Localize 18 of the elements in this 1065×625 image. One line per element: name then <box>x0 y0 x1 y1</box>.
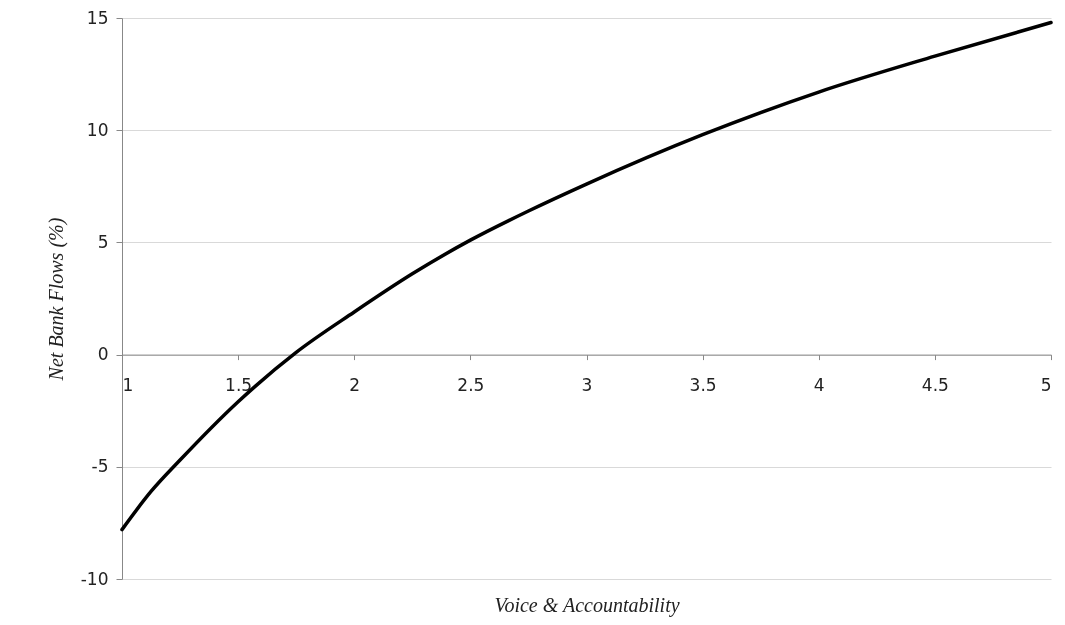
line-series <box>120 20 1053 532</box>
x-tick-label: 1 <box>122 375 134 396</box>
x-tick-label: 5 <box>1040 375 1052 396</box>
x-tick-label: 2.5 <box>457 375 485 396</box>
x-axis-title: Voice & Accountability <box>494 593 680 617</box>
y-tick-label: 5 <box>97 231 109 252</box>
y-tick-label: 15 <box>86 7 109 28</box>
y-tick-label: 10 <box>86 119 109 140</box>
x-tick-label: 4 <box>813 375 825 396</box>
y-axis-title: Net Bank Flows (%) <box>44 217 68 382</box>
x-tick-label: 4.5 <box>921 375 949 396</box>
y-tick-label: -10 <box>80 568 109 589</box>
x-tick-label: 1.5 <box>225 375 253 396</box>
y-tick-label: -5 <box>91 456 109 477</box>
x-tick-label: 2 <box>349 375 361 396</box>
x-tick-label: 3.5 <box>689 375 717 396</box>
x-tick-label: 3 <box>581 375 593 396</box>
y-tick-label: 0 <box>97 344 109 365</box>
